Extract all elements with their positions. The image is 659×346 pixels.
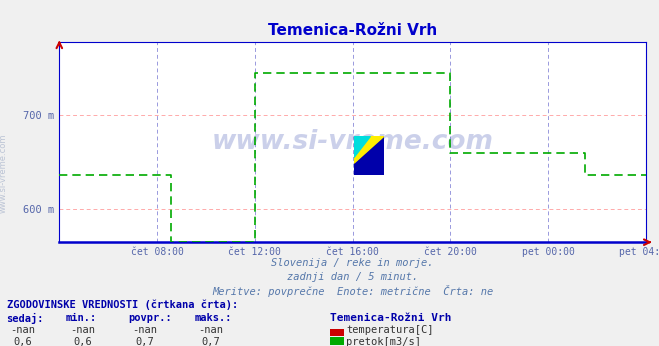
- Text: pretok[m3/s]: pretok[m3/s]: [346, 337, 421, 346]
- Text: min.:: min.:: [66, 313, 97, 323]
- Text: -nan: -nan: [132, 325, 158, 335]
- Text: ZGODOVINSKE VREDNOSTI (črtkana črta):: ZGODOVINSKE VREDNOSTI (črtkana črta):: [7, 299, 238, 310]
- Text: Slovenija / reke in morje.: Slovenija / reke in morje.: [272, 258, 434, 268]
- Polygon shape: [354, 136, 370, 157]
- Text: 0,6: 0,6: [73, 337, 92, 346]
- Title: Temenica-Rožni Vrh: Temenica-Rožni Vrh: [268, 22, 437, 38]
- Text: maks.:: maks.:: [194, 313, 232, 323]
- Text: www.si-vreme.com: www.si-vreme.com: [212, 129, 494, 155]
- Text: povpr.:: povpr.:: [129, 313, 172, 323]
- Text: -nan: -nan: [198, 325, 223, 335]
- Text: 0,7: 0,7: [136, 337, 154, 346]
- Polygon shape: [354, 136, 384, 163]
- Text: temperatura[C]: temperatura[C]: [346, 325, 434, 335]
- Text: Temenica-Rožni Vrh: Temenica-Rožni Vrh: [330, 313, 451, 323]
- Text: Meritve: povprečne  Enote: metrične  Črta: ne: Meritve: povprečne Enote: metrične Črta:…: [212, 285, 493, 298]
- Text: zadnji dan / 5 minut.: zadnji dan / 5 minut.: [287, 272, 418, 282]
- Text: -nan: -nan: [70, 325, 95, 335]
- Text: www.si-vreme.com: www.si-vreme.com: [0, 133, 8, 213]
- Text: 0,6: 0,6: [14, 337, 32, 346]
- Text: sedaj:: sedaj:: [7, 313, 44, 324]
- Text: 0,7: 0,7: [202, 337, 220, 346]
- Text: -nan: -nan: [11, 325, 36, 335]
